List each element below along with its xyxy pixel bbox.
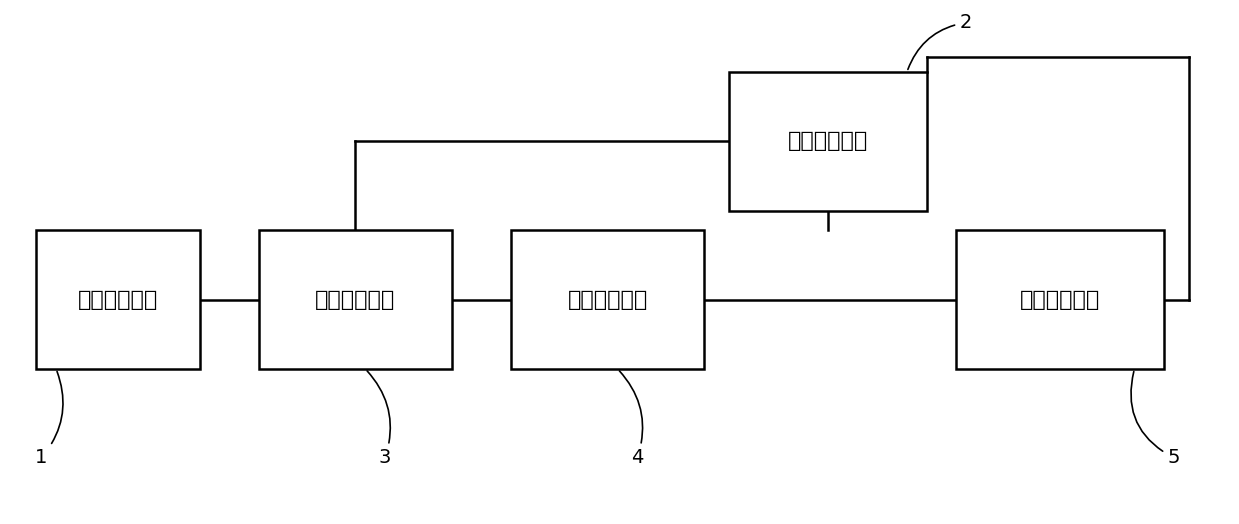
Text: 第一滤波单元: 第一滤波单元 [78,290,159,310]
Bar [512,231,704,369]
Text: 1: 1 [35,372,63,467]
Bar [957,231,1165,369]
Text: 信号反馈单元: 信号反馈单元 [788,132,867,151]
Text: 4: 4 [620,371,643,467]
Text: 2: 2 [908,13,973,69]
Bar [259,231,452,369]
Text: 5: 5 [1131,372,1181,467]
Bar [36,231,199,369]
Bar [729,72,927,211]
Text: 第二滤波单元: 第二滤波单元 [1020,290,1100,310]
Text: 3: 3 [367,371,392,467]
Text: 信号叠加单元: 信号叠加单元 [315,290,395,310]
Text: 积分运算单元: 积分运算单元 [567,290,648,310]
